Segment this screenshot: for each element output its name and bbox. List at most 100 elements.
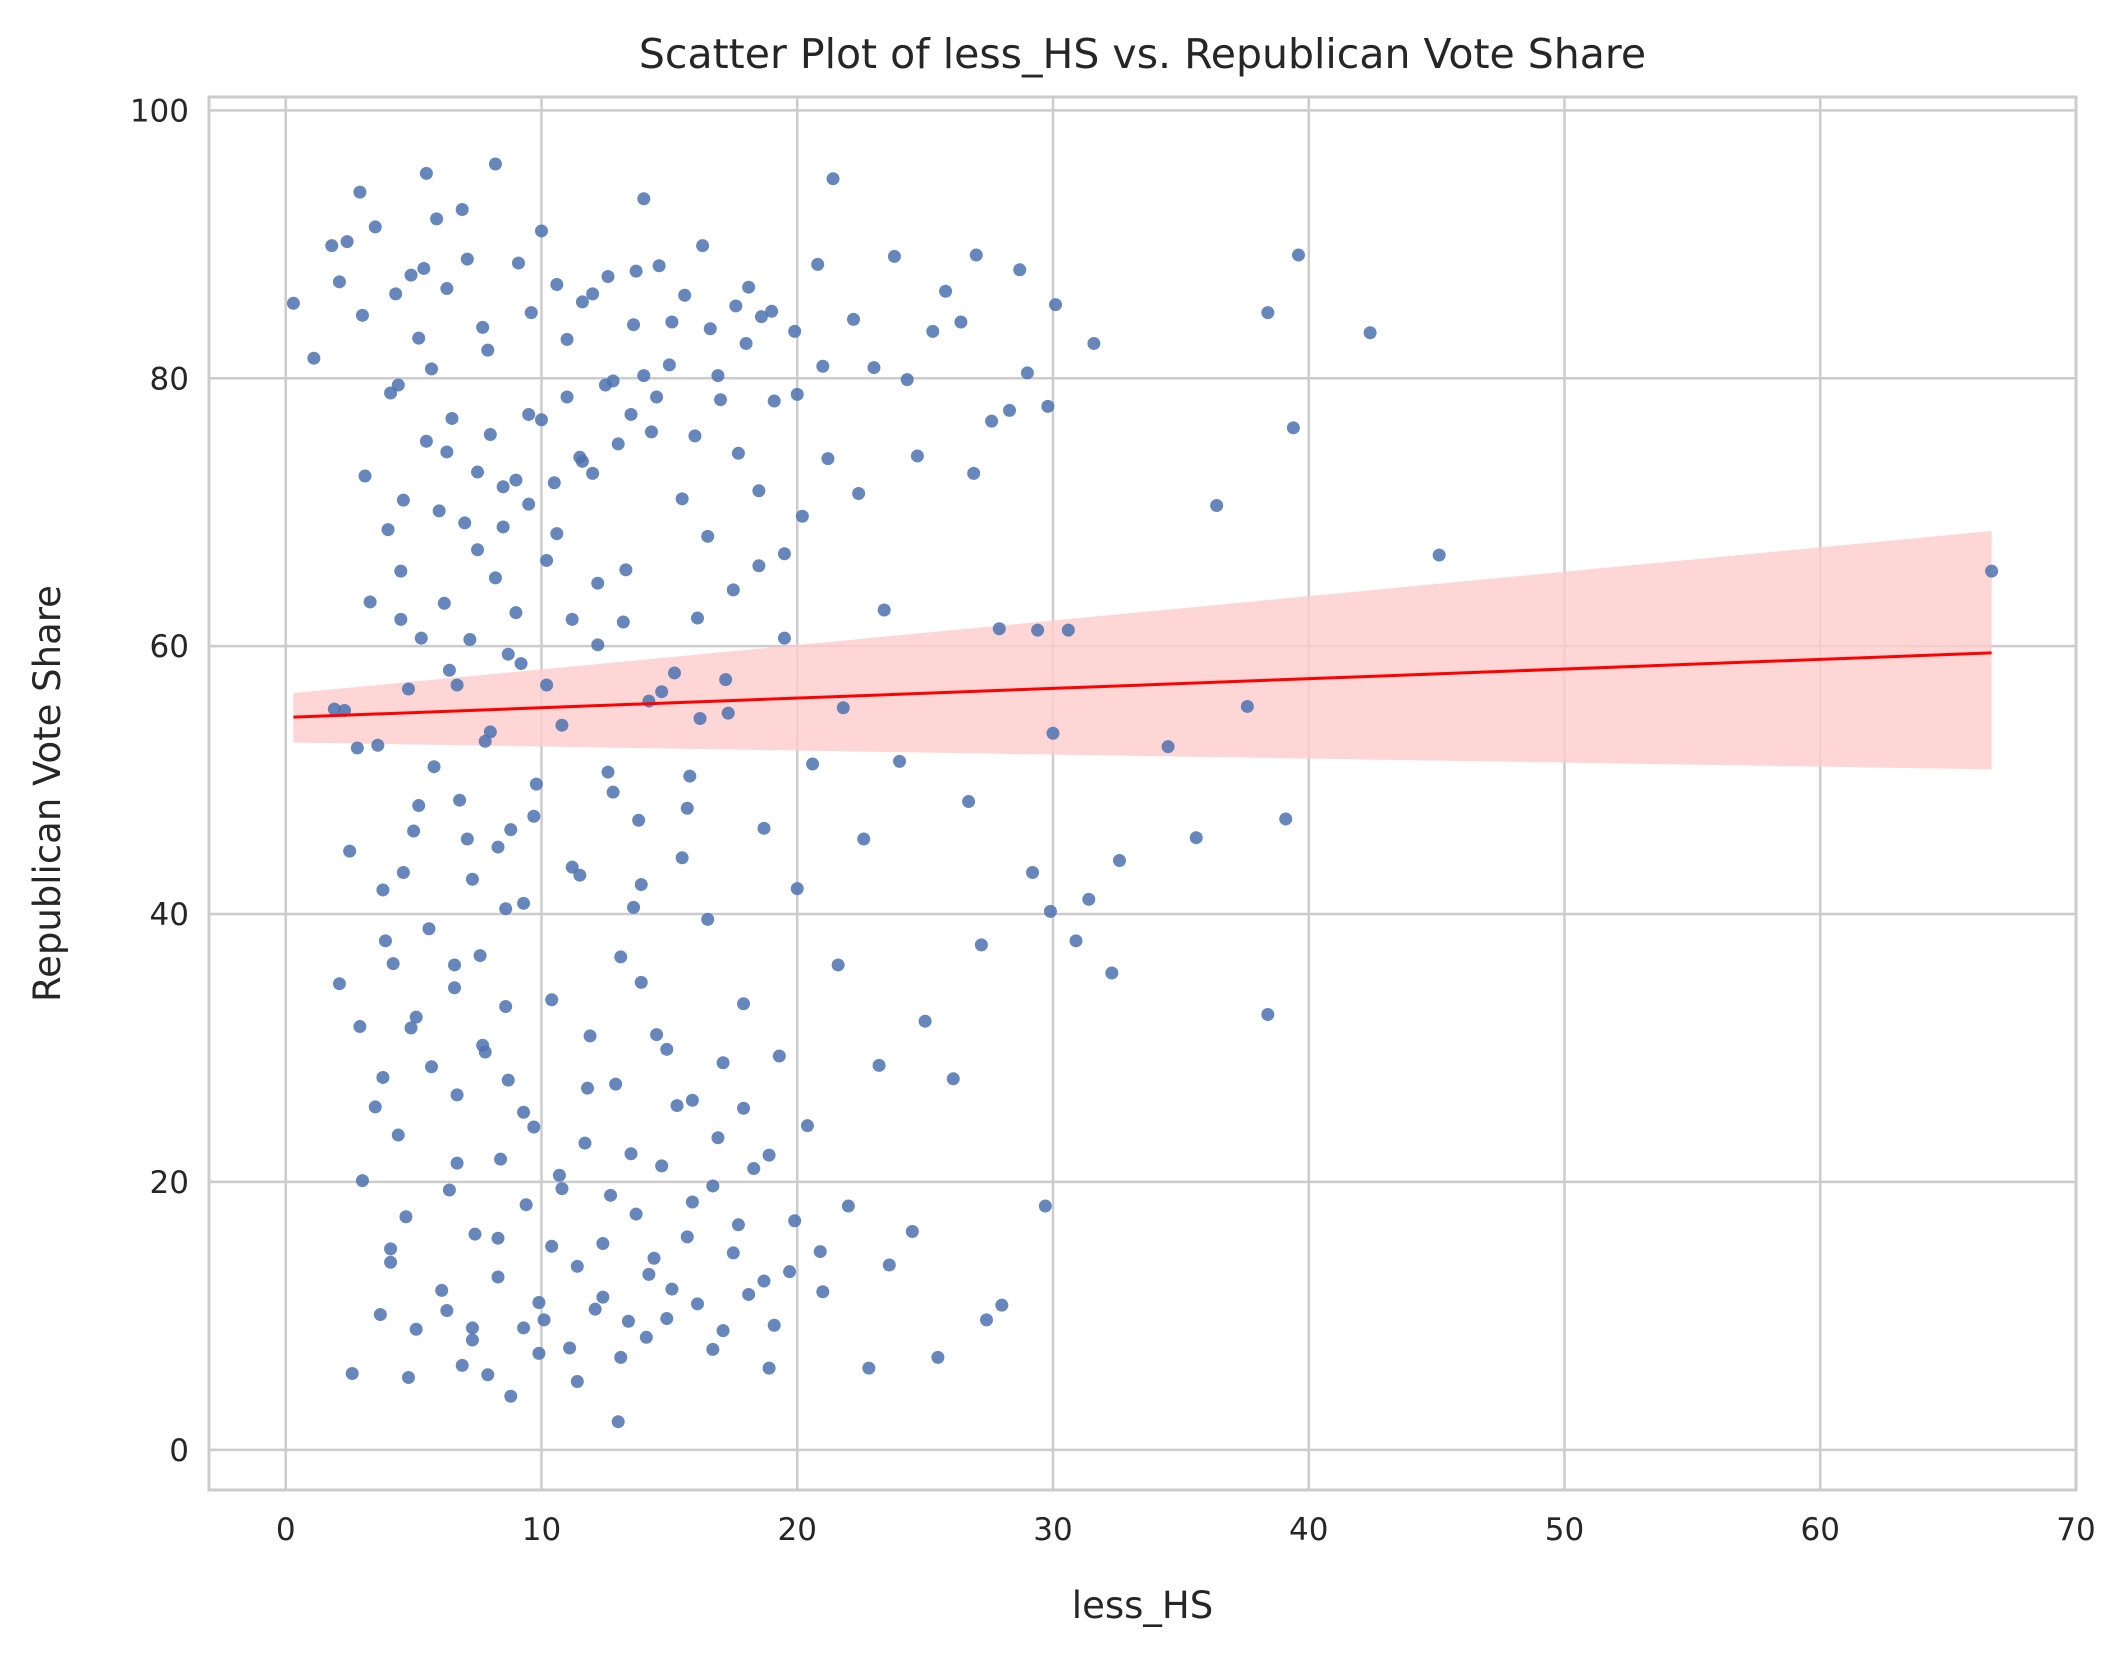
scatter-point — [954, 316, 967, 329]
scatter-point — [448, 958, 461, 971]
x-tick-label: 50 — [1545, 1512, 1584, 1548]
scatter-point — [517, 1106, 530, 1119]
scatter-point — [417, 262, 430, 275]
scatter-point — [635, 878, 648, 891]
scatter-point — [425, 1060, 438, 1073]
scatter-point — [438, 597, 451, 610]
scatter-point — [686, 1094, 699, 1107]
x-axis-label: less_HS — [1072, 1584, 1213, 1627]
scatter-point — [1031, 624, 1044, 637]
scatter-point — [655, 685, 668, 698]
scatter-point — [722, 707, 735, 720]
scatter-point — [466, 873, 479, 886]
y-tick-label: 40 — [150, 897, 189, 933]
scatter-point — [425, 362, 438, 375]
scatter-point — [333, 275, 346, 288]
x-tick-label: 60 — [1801, 1512, 1840, 1548]
scatter-point — [346, 1367, 359, 1380]
scatter-point — [653, 259, 666, 272]
scatter-point — [443, 1183, 456, 1196]
scatter-point — [1433, 549, 1446, 562]
scatter-point — [456, 1359, 469, 1372]
y-tick-label: 100 — [130, 93, 189, 129]
x-tick-label: 70 — [2056, 1512, 2095, 1548]
scatter-point — [796, 510, 809, 523]
scatter-point — [696, 239, 709, 252]
scatter-point — [453, 794, 466, 807]
scatter-point — [609, 1078, 622, 1091]
scatter-point — [512, 257, 525, 270]
scatter-point — [535, 413, 548, 426]
scatter-point — [509, 474, 522, 487]
scatter-point — [650, 1028, 663, 1041]
scatter-point — [655, 1159, 668, 1172]
scatter-point — [607, 786, 620, 799]
scatter-point — [517, 1321, 530, 1334]
scatter-point — [678, 289, 691, 302]
scatter-point — [878, 603, 891, 616]
scatter-point — [980, 1313, 993, 1326]
scatter-point — [382, 523, 395, 536]
scatter-point — [522, 408, 535, 421]
scatter-point — [461, 253, 474, 266]
scatter-point — [538, 1313, 551, 1326]
scatter-point — [614, 1351, 627, 1364]
scatter-point — [502, 648, 515, 661]
scatter-point — [1985, 565, 1998, 578]
scatter-point — [440, 282, 453, 295]
scatter-point — [755, 310, 768, 323]
scatter-point — [1105, 966, 1118, 979]
scatter-point — [852, 487, 865, 500]
scatter-point — [333, 977, 346, 990]
scatter-point — [742, 281, 755, 294]
scatter-point — [379, 934, 392, 947]
scatter-point — [642, 695, 655, 708]
scatter-point — [665, 1283, 678, 1296]
scatter-point — [601, 766, 614, 779]
scatter-point — [624, 1147, 637, 1160]
scatter-point — [504, 823, 517, 836]
scatter-point — [458, 516, 471, 529]
scatter-point — [420, 167, 433, 180]
scatter-point — [883, 1258, 896, 1271]
scatter-point — [589, 1303, 602, 1316]
scatter-point — [492, 1232, 505, 1245]
scatter-point — [788, 1214, 801, 1227]
scatter-point — [387, 957, 400, 970]
scatter-point — [642, 1268, 655, 1281]
scatter-point — [353, 186, 366, 199]
scatter-point — [359, 470, 372, 483]
scatter-point — [509, 606, 522, 619]
scatter-point — [671, 1099, 684, 1112]
scatter-point — [573, 451, 586, 464]
scatter-point — [893, 755, 906, 768]
scatter-point — [420, 435, 433, 448]
scatter-point — [847, 313, 860, 326]
scatter-point — [415, 632, 428, 645]
scatter-point — [443, 664, 456, 677]
scatter-point — [376, 1071, 389, 1084]
scatter-point — [581, 1082, 594, 1095]
scatter-point — [694, 712, 707, 725]
scatter-point — [640, 1331, 653, 1344]
scatter-point — [532, 1347, 545, 1360]
scatter-point — [752, 484, 765, 497]
scatter-point — [622, 1315, 635, 1328]
y-axis-label: Republican Vote Share — [26, 585, 69, 1002]
scatter-point — [374, 1308, 387, 1321]
scatter-point — [1021, 366, 1034, 379]
scatter-point — [394, 613, 407, 626]
scatter-point — [571, 1260, 584, 1273]
scatter-point — [676, 851, 689, 864]
scatter-point — [412, 332, 425, 345]
scatter-point — [683, 770, 696, 783]
scatter-point — [648, 1252, 661, 1265]
scatter-point — [471, 543, 484, 556]
scatter-point — [394, 565, 407, 578]
scatter-point — [343, 845, 356, 858]
scatter-point — [1279, 812, 1292, 825]
scatter-point — [888, 250, 901, 263]
scatter-point — [727, 583, 740, 596]
scatter-point — [791, 388, 804, 401]
